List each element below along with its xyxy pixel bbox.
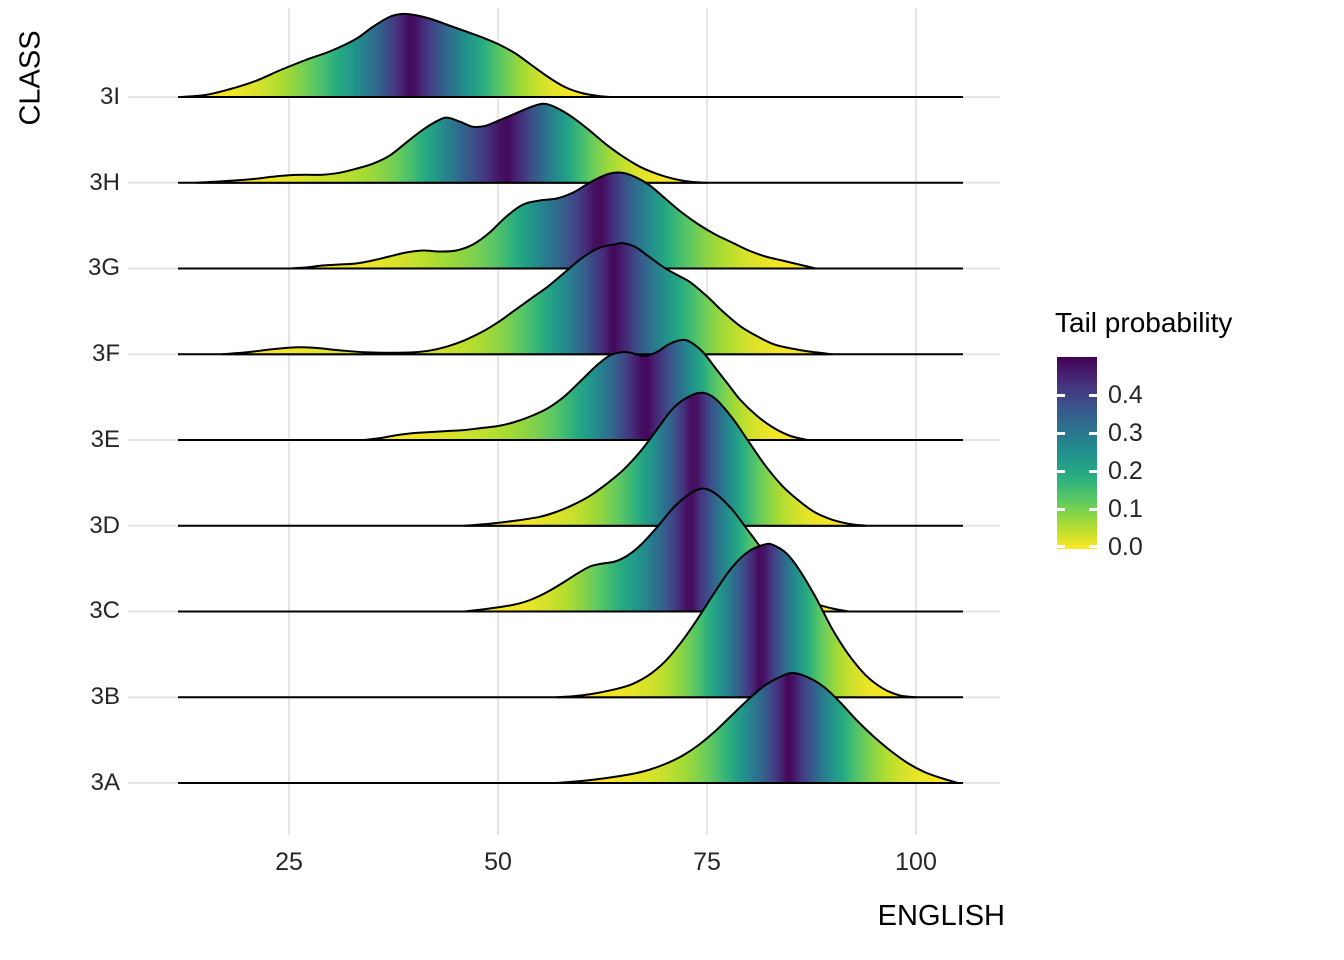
ridges	[178, 12, 963, 784]
legend-label-0.4: 0.4	[1108, 381, 1143, 409]
ridge-density-3H	[196, 102, 708, 184]
ridge-density-3I	[179, 12, 612, 98]
y-tick-label-3G: 3G	[87, 254, 120, 281]
legend-tick-0.2-right	[1089, 470, 1097, 473]
x-tick-label-100: 100	[895, 848, 937, 876]
y-axis-title: CLASS	[14, 30, 47, 126]
legend-label-0.0: 0.0	[1108, 533, 1143, 561]
ridge-density-3D	[463, 391, 867, 527]
legend-tick-0.4-right	[1089, 394, 1097, 397]
y-tick-label-3E: 3E	[90, 426, 120, 453]
ridge-3B	[178, 542, 963, 699]
x-axis-title: ENGLISH	[877, 900, 1005, 932]
legend-colorbar	[1057, 357, 1097, 549]
legend-label-0.2: 0.2	[1108, 457, 1143, 485]
ridge-3I	[178, 12, 963, 98]
y-tick-label-3B: 3B	[90, 683, 120, 710]
legend-tick-0.1-right	[1089, 508, 1097, 511]
ridge-3G	[178, 171, 963, 270]
legend-tick-0.1-left	[1057, 508, 1065, 511]
ridge-3A	[178, 671, 963, 784]
legend-tick-0.2-left	[1057, 470, 1065, 473]
legend-tick-0.4-left	[1057, 394, 1065, 397]
x-tick-label-50: 50	[484, 848, 512, 876]
ridge-density-3B	[555, 542, 917, 699]
y-tick-label-3H: 3H	[89, 169, 120, 196]
y-tick-label-3A: 3A	[90, 769, 120, 796]
legend-tick-0.3-right	[1089, 432, 1097, 435]
legend-label-0.3: 0.3	[1108, 419, 1143, 447]
y-tick-label-3F: 3F	[91, 340, 120, 367]
x-tick-label-75: 75	[693, 848, 721, 876]
ridge-density-3G	[288, 171, 817, 270]
x-tick-label-25: 25	[275, 848, 303, 876]
legend-label-0.1: 0.1	[1108, 495, 1143, 523]
ridge-density-3F	[221, 242, 834, 356]
ridge-density-3A	[555, 671, 959, 784]
legend-tick-0.0-left	[1057, 545, 1065, 548]
legend-title: Tail probability	[1055, 307, 1233, 338]
y-tick-label-3C: 3C	[89, 597, 120, 624]
ridge-3D	[178, 391, 963, 527]
y-tick-label-3I: 3I	[99, 83, 120, 110]
legend-tick-0.3-left	[1057, 432, 1065, 435]
ridge-3H	[178, 102, 963, 184]
y-tick-label-3D: 3D	[89, 512, 120, 539]
legend-tick-0.0-right	[1089, 545, 1097, 548]
ridge-3F	[178, 242, 963, 356]
